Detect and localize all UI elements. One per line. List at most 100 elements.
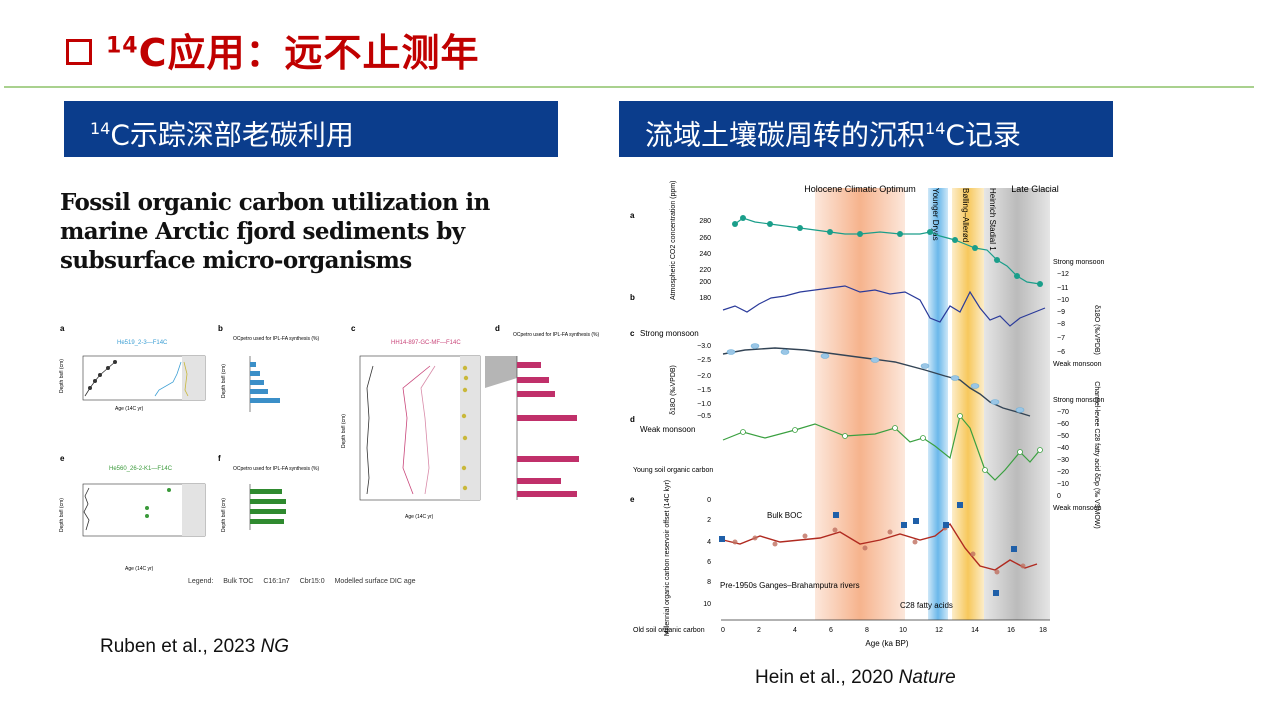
hein-panel-b-strong: Strong monsoon [1053,259,1104,266]
svg-text:8: 8 [865,627,869,634]
panel-d-grey-wedge [485,356,517,388]
svg-text:14: 14 [971,627,979,634]
hein-panel-a-ticks: 280 260 240 220 200 180 [699,218,711,302]
hein-d18o-b-line [722,285,1046,327]
panel-f-bars [250,489,286,524]
hein-panel-b-weak: Weak monsoon [1053,361,1102,368]
panel-b-bars [250,362,280,403]
hein-panel-d-strong: Strong monsoon [1053,397,1104,404]
right-figure: Holocene Climatic Optimum Younger Dryas … [630,181,1104,648]
hein-panel-d-weak: Weak monsoon [640,425,695,434]
hein-d18o-c-line [722,347,1031,417]
hein-panel-e-old: Old soil organic carbon [633,627,705,634]
svg-text:4: 4 [707,539,711,546]
hein-co2-points [732,215,1043,287]
left-figure-legend: Legend: Bulk TOC C16:1n7 Cbr15:0 Modelle… [188,578,424,585]
title-text: C应用：远不止测年 [138,31,480,75]
svg-text:−7: −7 [1057,335,1065,342]
panel-b-ylabel: Depth bsfl (cm) [221,364,227,398]
left-banner-text: C示踪深部老碳利用 [110,118,354,152]
legend-label: Legend: [188,578,214,585]
svg-text:−50: −50 [1057,433,1069,440]
svg-text:−20: −20 [1057,469,1069,476]
panel-a-olive-line [183,361,189,397]
hein-panel-b-right-label: δ18O (‰VPDB) [1093,305,1100,355]
panel-e-grey-zone [182,484,205,536]
left-banner-sup: 14 [90,119,111,138]
svg-text:12: 12 [935,627,943,634]
panel-c-letter: c [351,324,356,333]
panel-a-title: He519_2-3—F14C [117,340,168,346]
hein-panel-e-ylabel: Millennial organic carbon reservoir offs… [664,480,671,636]
panel-c-xlabel: Age (14C yr) [405,514,434,520]
svg-text:−2.5: −2.5 [697,357,711,364]
svg-text:240: 240 [699,251,711,258]
hein-panel-d-weak-right: Weak monsoon [1053,505,1102,512]
svg-text:−40: −40 [1057,445,1069,452]
svg-text:−11: −11 [1057,285,1068,292]
panel-f-letter: f [218,454,221,463]
panel-e-green-points [145,488,171,518]
panel-f-ylabel: Depth bsfl (cm) [221,498,227,532]
hein-panel-b-letter: b [630,293,635,302]
svg-text:−1.0: −1.0 [697,401,711,408]
right-citation-authors: Hein et al., 2020 [755,667,899,688]
right-banner-text2: C记录 [945,118,1021,152]
svg-text:−3.0: −3.0 [697,343,711,350]
svg-text:220: 220 [699,267,711,274]
hein-panel-d-right-ticks: −70 −60 −50 −40 −30 −20 −10 0 [1057,409,1069,500]
title-divider [4,86,1254,88]
legend-item-cbr15: Cbr15:0 [299,578,325,585]
legend-item-dic: Modelled surface DIC age [334,578,416,585]
svg-text:2: 2 [707,517,711,524]
band-bolling [952,188,984,620]
svg-text:280: 280 [699,218,711,225]
svg-text:−1.5: −1.5 [697,387,711,394]
svg-text:180: 180 [699,295,711,302]
panel-a-blue-line [154,361,182,397]
svg-text:0: 0 [1057,493,1061,500]
band-label-late-glacial: Late Glacial [1011,184,1059,194]
hein-panel-d-right-label: Channel-levee C28 fatty acid δDp (‰ VSMO… [1093,381,1100,528]
hein-label-c28: C28 fatty acids [900,601,953,610]
panel-d-title: OCpetro used for IPL-FA synthesis (%) [513,332,599,338]
svg-text:−60: −60 [1057,421,1069,428]
svg-text:2: 2 [757,627,761,634]
hein-panel-a-ylabel: Atmospheric CO2 concentration (ppm) [670,181,677,300]
hein-bulk-boc-squares [719,502,1017,596]
panel-e-letter: e [60,454,65,463]
left-citation-authors: Ruben et al., 2023 [100,636,261,657]
svg-text:10: 10 [703,601,711,608]
svg-text:8: 8 [707,579,711,586]
svg-text:−10: −10 [1057,297,1069,304]
hein-panel-b-right-ticks: −12 −11 −10 −9 −8 −7 −6 [1057,271,1069,356]
left-citation: Ruben et al., 2023 NG [100,636,289,658]
band-holocene [815,188,905,620]
svg-text:18: 18 [1039,627,1047,634]
svg-text:−8: −8 [1057,321,1065,328]
svg-text:4: 4 [793,627,797,634]
panel-a-xlabel: Age (14C yr) [115,406,144,412]
hein-panel-c-ylabel: δ18O (‰VPDB) [670,365,677,415]
svg-text:−9: −9 [1057,309,1065,316]
hein-reservoir-points [732,525,1026,575]
hein-panel-e-ticks: 0 2 4 6 8 10 [703,497,711,608]
panel-a-ylabel: Depth bsfl (cm) [59,359,65,393]
svg-text:6: 6 [707,559,711,566]
hein-panel-e-young: Young soil organic carbon [633,467,713,474]
left-figure: a He519_2-3—F14C Age (14C yr) Depth bsfl… [59,324,599,572]
panel-f-title: OCpetro used for IPL-FA synthesis (%) [233,466,319,472]
hein-panel-c-ticks: −3.0 −2.5 −2.0 −1.5 −1.0 −0.5 [697,343,711,420]
svg-text:6: 6 [829,627,833,634]
paper-title: Fossil organic carbon utilization in mar… [60,189,490,274]
band-label-bolling: Bølling–Allerød [961,188,970,242]
hein-label-bulk-boc: Bulk BOC [767,511,802,520]
panel-c-grey-zone [460,356,480,500]
panel-e-xlabel: Age (14C yr) [125,566,154,572]
hein-panel-e-letter: e [630,495,635,504]
svg-text:−6: −6 [1057,349,1065,356]
svg-text:200: 200 [699,279,711,286]
svg-text:260: 260 [699,235,711,242]
title-superscript: 14 [106,33,139,59]
checkbox-bullet-icon [66,38,92,65]
